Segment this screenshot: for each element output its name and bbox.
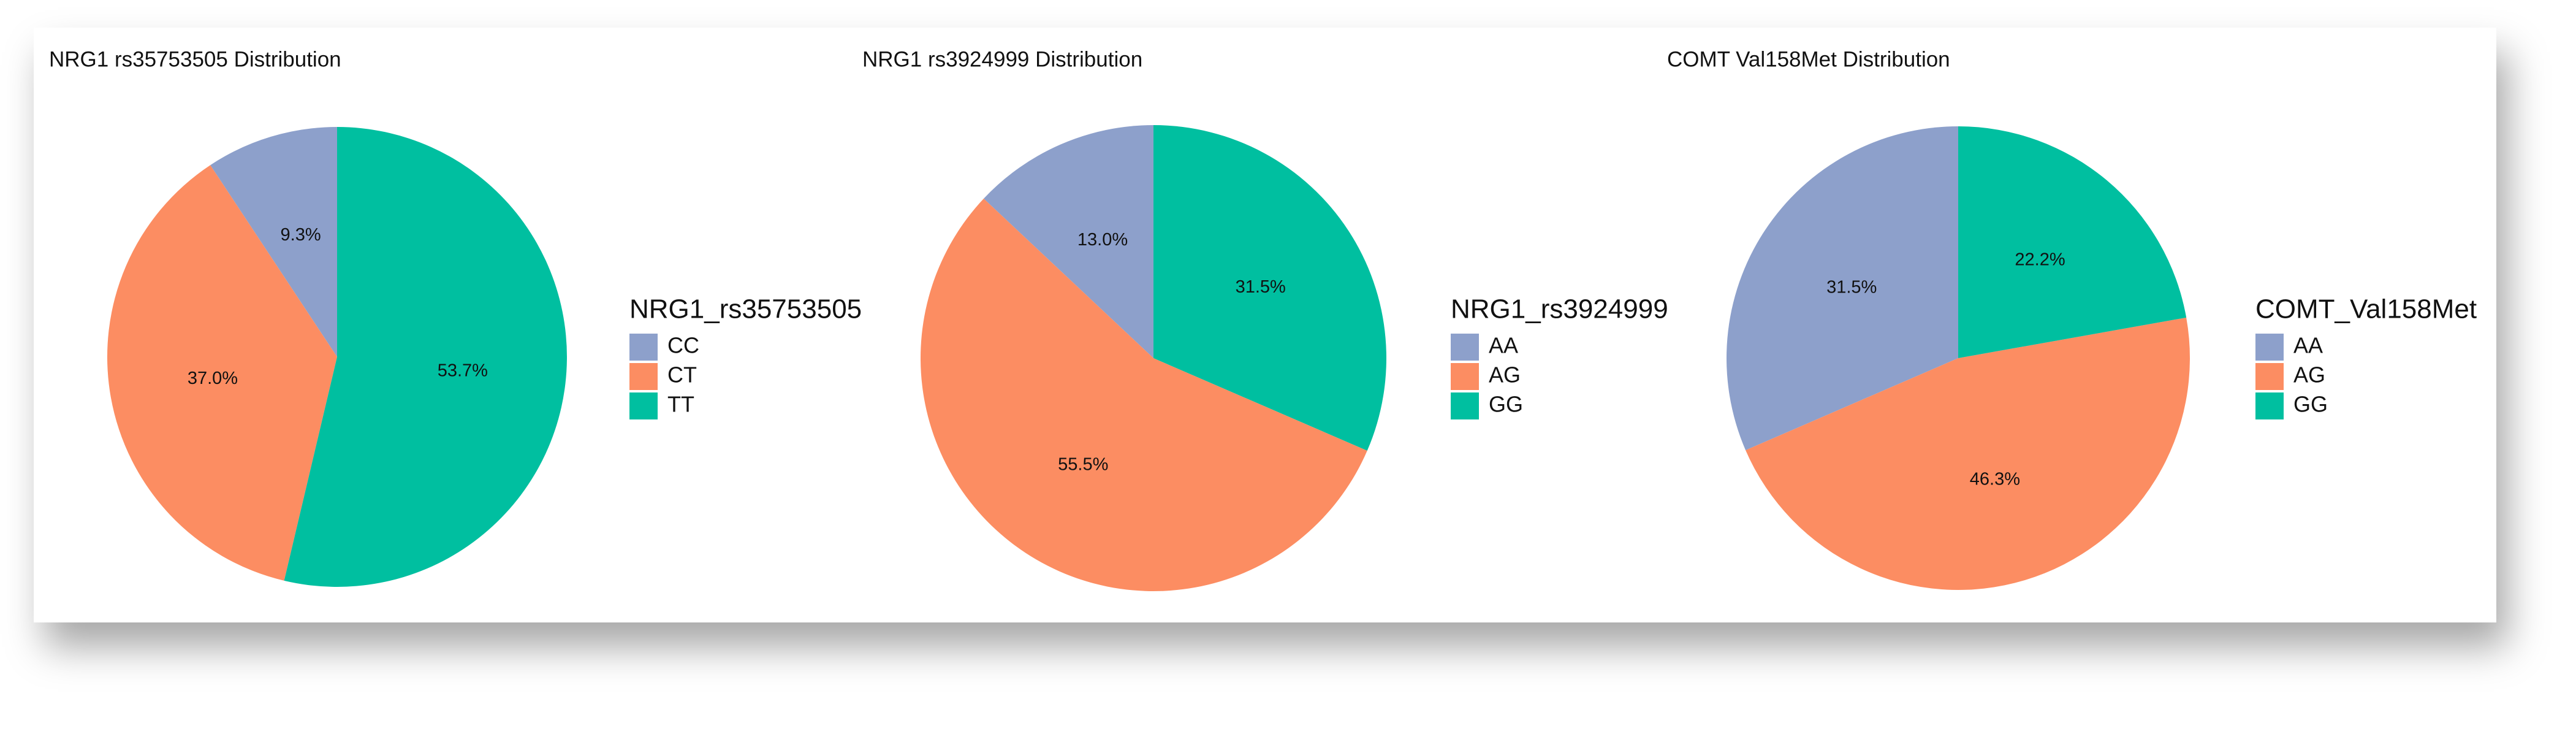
data-label: 31.5% xyxy=(1236,277,1286,297)
pie-slice xyxy=(1727,126,1958,451)
pie-slice xyxy=(921,198,1367,591)
pie-slice xyxy=(1153,125,1386,451)
legend-key xyxy=(629,392,658,419)
legend-title: NRG1_rs3924999 xyxy=(1451,294,1668,324)
legend-title: NRG1_rs35753505 xyxy=(629,294,862,324)
legend-label: CT xyxy=(667,362,697,388)
legend-key xyxy=(2255,363,2284,390)
legend-key xyxy=(1451,334,1479,361)
data-label: 53.7% xyxy=(438,361,488,381)
legend-key xyxy=(2255,334,2284,361)
legend-label: GG xyxy=(2293,392,2328,417)
chart-title: NRG1 rs35753505 Distribution xyxy=(49,47,341,71)
pie-slice xyxy=(1958,126,2187,358)
legend-label: CC xyxy=(667,333,699,358)
data-label: 13.0% xyxy=(1077,230,1128,250)
pie-slice xyxy=(284,127,568,587)
pie-slice xyxy=(210,127,337,357)
legend-label: GG xyxy=(1489,392,1523,417)
legend-label: TT xyxy=(667,392,694,417)
chart-title: COMT Val158Met Distribution xyxy=(1667,47,1950,71)
legend-key xyxy=(629,363,658,390)
legend-key xyxy=(629,334,658,361)
legend-key xyxy=(2255,392,2284,419)
legend-key xyxy=(1451,363,1479,390)
data-label: 37.0% xyxy=(188,369,238,388)
pie-slice xyxy=(983,125,1153,358)
chart-title: NRG1 rs3924999 Distribution xyxy=(862,47,1142,71)
legend-label: AA xyxy=(2293,333,2323,358)
legend-key xyxy=(1451,392,1479,419)
legend-label: AG xyxy=(1489,362,1521,388)
pie-slice xyxy=(1746,317,2190,590)
data-label: 55.5% xyxy=(1058,454,1108,474)
data-label: 9.3% xyxy=(281,225,321,245)
legend-title: COMT_Val158Met xyxy=(2255,294,2477,324)
legend-label: AA xyxy=(1489,333,1518,358)
data-label: 46.3% xyxy=(1970,470,2020,489)
data-label: 31.5% xyxy=(1826,278,1877,297)
data-label: 22.2% xyxy=(2015,250,2065,269)
pie-slice xyxy=(107,165,338,581)
legend-label: AG xyxy=(2293,362,2325,388)
